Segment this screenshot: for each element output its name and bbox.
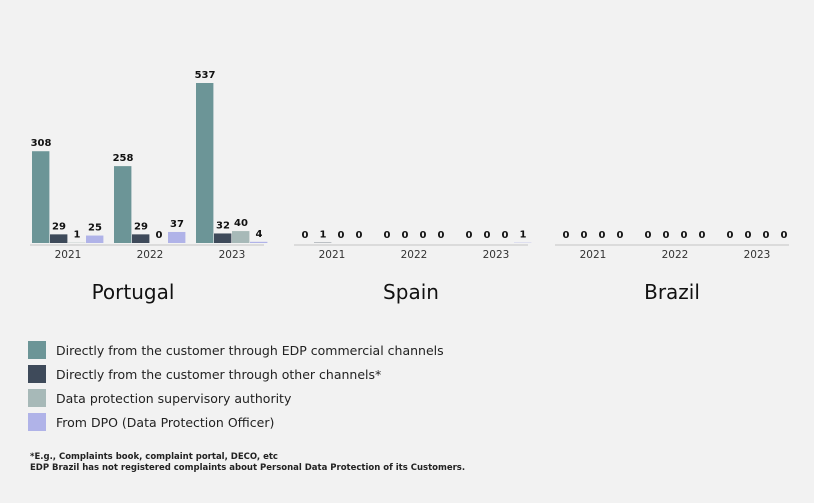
legend-swatch — [28, 365, 46, 383]
legend-swatch — [28, 413, 46, 431]
legend-label: Directly from the customer through other… — [56, 366, 382, 382]
country-label: Spain — [383, 280, 439, 304]
bar-value-label: 40 — [234, 218, 248, 229]
bar — [32, 151, 50, 243]
footnote-brazil: EDP Brazil has not registered complaints… — [30, 463, 466, 473]
bar-value-label: 29 — [52, 221, 66, 232]
legend-label: Data protection supervisory authority — [56, 390, 292, 406]
bar-value-label: 0 — [681, 230, 688, 241]
bar-value-label: 37 — [170, 219, 184, 230]
bar-value-label: 1 — [320, 230, 327, 241]
bar-value-label: 4 — [256, 229, 263, 240]
legend-item-other-channels: Directly from the customer through other… — [28, 362, 444, 386]
year-label: 2021 — [55, 249, 82, 261]
bar-value-label: 0 — [402, 230, 409, 241]
bar-value-label: 0 — [356, 230, 363, 241]
footnote-other-channels: *E.g., Complaints book, complaint portal… — [30, 452, 278, 462]
legend: Directly from the customer through EDP c… — [28, 338, 444, 434]
year-label: 2023 — [744, 249, 771, 261]
year-label: 2021 — [319, 249, 346, 261]
bar-value-label: 0 — [338, 230, 345, 241]
year-label: 2023 — [219, 249, 246, 261]
bar-value-label: 0 — [563, 230, 570, 241]
bar-value-label: 0 — [727, 230, 734, 241]
bar — [132, 234, 150, 243]
chart-area: 308 29 1 25 2021 258 29 0 37 2022 537 32 40 4 2023 Port… — [30, 70, 789, 304]
bar-value-label: 1 — [74, 230, 81, 241]
bar-value-label: 0 — [745, 230, 752, 241]
bar-value-label: 0 — [617, 230, 624, 241]
country-label: Brazil — [644, 280, 700, 304]
legend-label: Directly from the customer through EDP c… — [56, 342, 444, 358]
bar-value-label: 0 — [781, 230, 788, 241]
year-label: 2022 — [137, 249, 164, 261]
bar — [232, 231, 250, 243]
bar — [214, 233, 232, 243]
bar-value-label: 0 — [302, 230, 309, 241]
bar — [168, 231, 186, 243]
bar-value-label: 0 — [502, 230, 509, 241]
bar-value-label: 29 — [134, 221, 148, 232]
bar-value-label: 1 — [520, 230, 527, 241]
year-label: 2023 — [483, 249, 510, 261]
bar-value-label: 0 — [466, 230, 473, 241]
legend-item-edp-channels: Directly from the customer through EDP c… — [28, 338, 444, 362]
bar — [250, 241, 268, 243]
bar-value-label: 0 — [645, 230, 652, 241]
bar-value-label: 0 — [699, 230, 706, 241]
legend-label: From DPO (Data Protection Officer) — [56, 414, 275, 430]
legend-item-dpo: From DPO (Data Protection Officer) — [28, 410, 444, 434]
bar-value-label: 537 — [195, 70, 216, 81]
bar-value-label: 0 — [384, 230, 391, 241]
legend-swatch — [28, 389, 46, 407]
bar — [196, 83, 214, 243]
bar-value-label: 25 — [88, 223, 102, 234]
year-label: 2022 — [662, 249, 689, 261]
bar-value-label: 0 — [581, 230, 588, 241]
bar — [114, 166, 132, 243]
bar-value-label: 258 — [113, 153, 134, 164]
bar-value-label: 32 — [216, 220, 230, 231]
year-label: 2022 — [401, 249, 428, 261]
bar-value-label: 0 — [438, 230, 445, 241]
bar-value-label: 0 — [599, 230, 606, 241]
legend-swatch — [28, 341, 46, 359]
bar — [50, 234, 68, 243]
bar-value-label: 308 — [31, 138, 52, 149]
bar-value-label: 0 — [484, 230, 491, 241]
year-label: 2021 — [580, 249, 607, 261]
legend-item-supervisory-authority: Data protection supervisory authority — [28, 386, 444, 410]
footnotes: *E.g., Complaints book, complaint portal… — [30, 452, 465, 474]
bar — [86, 235, 104, 243]
bar-value-label: 0 — [420, 230, 427, 241]
bar-value-label: 0 — [156, 230, 163, 241]
bar-value-label: 0 — [663, 230, 670, 241]
bar-value-label: 0 — [763, 230, 770, 241]
country-label: Portugal — [92, 280, 175, 304]
